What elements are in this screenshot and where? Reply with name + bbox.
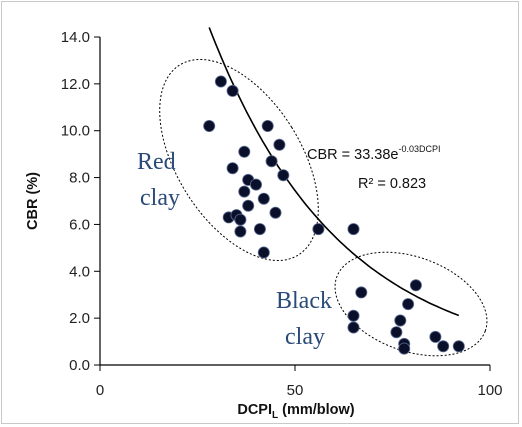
r-squared: R² = 0.823 bbox=[358, 176, 426, 192]
data-point bbox=[398, 342, 411, 355]
y-tick-label: 14.0 bbox=[61, 29, 90, 46]
exponential-trendline bbox=[208, 27, 460, 317]
data-point bbox=[355, 286, 368, 299]
data-point bbox=[257, 246, 270, 259]
data-point bbox=[238, 185, 251, 198]
x-tick-label: 0 bbox=[96, 382, 104, 399]
data-point bbox=[214, 75, 227, 88]
data-point bbox=[253, 223, 266, 236]
y-tick-label: 10.0 bbox=[61, 123, 90, 140]
data-point bbox=[242, 199, 255, 212]
y-tick-label: 0.0 bbox=[69, 357, 90, 374]
equation-exponent: -0.03DCPI bbox=[399, 144, 441, 154]
y-tick-label: 6.0 bbox=[69, 216, 90, 233]
y-tick-label: 4.0 bbox=[69, 263, 90, 280]
red-clay-label-line2: clay bbox=[140, 185, 180, 211]
y-axis-title: CBR (%) bbox=[25, 172, 41, 230]
data-point bbox=[437, 340, 450, 353]
data-point bbox=[402, 298, 415, 311]
equation-main: CBR = 33.38e bbox=[307, 147, 399, 163]
data-point bbox=[273, 138, 286, 151]
y-tick-label: 12.0 bbox=[61, 76, 90, 93]
red-clay-label-line1: Red bbox=[137, 149, 176, 175]
x-ticks: 0 50 100 bbox=[96, 365, 503, 399]
x-tick-label: 100 bbox=[477, 382, 502, 399]
data-point bbox=[226, 162, 239, 175]
trendline-equation: CBR = 33.38e-0.03DCPI bbox=[307, 144, 441, 163]
data-point bbox=[394, 314, 407, 327]
data-point bbox=[203, 120, 216, 133]
black-clay-label-line1: Black bbox=[276, 288, 332, 314]
data-point bbox=[409, 279, 422, 292]
x-axis-title-subscript: L bbox=[272, 410, 278, 421]
data-point bbox=[269, 206, 282, 219]
data-point bbox=[312, 223, 325, 236]
data-point bbox=[390, 326, 403, 339]
y-tick-label: 2.0 bbox=[69, 310, 90, 327]
black-clay-ellipse bbox=[334, 251, 488, 357]
data-point bbox=[347, 223, 360, 236]
data-point bbox=[249, 178, 262, 191]
black-clay-label-line2: clay bbox=[285, 324, 325, 350]
data-point bbox=[261, 120, 274, 133]
data-point bbox=[234, 213, 247, 226]
data-point bbox=[452, 340, 465, 353]
x-tick-label: 50 bbox=[287, 382, 304, 399]
data-point bbox=[234, 225, 247, 238]
data-point bbox=[347, 321, 360, 334]
data-point bbox=[257, 192, 270, 205]
x-axis-title-units: (mm/blow) bbox=[282, 402, 355, 418]
y-ticks: 0.0 2.0 4.0 6.0 8.0 10.0 12.0 14.0 bbox=[61, 29, 100, 374]
x-axis-title: DCPIL (mm/blow) bbox=[237, 402, 354, 421]
data-point bbox=[226, 84, 239, 97]
data-point bbox=[277, 169, 290, 182]
data-point bbox=[238, 145, 251, 158]
red-clay-ellipse bbox=[159, 58, 319, 262]
data-point bbox=[429, 330, 442, 343]
data-points bbox=[203, 75, 465, 355]
y-tick-label: 8.0 bbox=[69, 170, 90, 187]
data-point bbox=[265, 155, 278, 168]
x-axis-title-main: DCPI bbox=[237, 402, 272, 418]
data-point bbox=[347, 309, 360, 322]
